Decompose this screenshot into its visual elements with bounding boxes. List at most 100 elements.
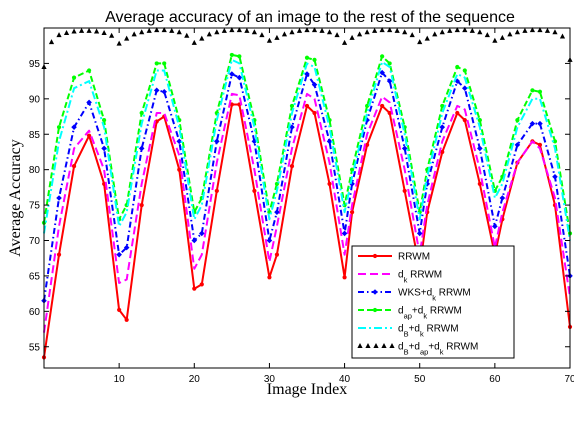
data-point: [199, 282, 204, 287]
data-point: [184, 32, 190, 38]
data-point: [304, 103, 310, 109]
data-point: [289, 29, 295, 35]
data-point: [326, 138, 333, 145]
data-point: [169, 27, 175, 33]
data-point: [102, 117, 107, 123]
data-point: [199, 230, 205, 237]
data-point: [537, 89, 543, 94]
plot-frame: [43, 27, 571, 369]
data-point: [304, 27, 310, 33]
data-point: [251, 138, 258, 145]
data-point: [372, 253, 378, 259]
data-point: [109, 32, 115, 38]
data-point: [251, 29, 257, 35]
data-point: [117, 307, 122, 313]
data-point: [206, 31, 212, 37]
data-point: [161, 88, 168, 95]
data-point: [349, 167, 355, 172]
series-line: [43, 58, 571, 241]
legend-label: dk RRWM: [398, 270, 442, 285]
series-5: [43, 58, 571, 241]
data-point: [389, 343, 395, 348]
data-point: [379, 27, 385, 33]
data-point: [138, 145, 145, 152]
data-point: [236, 74, 243, 81]
data-point: [416, 230, 423, 237]
data-point: [529, 27, 536, 33]
data-point: [357, 343, 363, 348]
y-tick-label: 90: [29, 94, 41, 105]
data-point: [71, 75, 77, 80]
data-point: [386, 78, 393, 84]
data-point: [440, 149, 445, 155]
data-point: [153, 87, 160, 94]
data-point: [455, 64, 460, 70]
data-point: [387, 27, 393, 33]
data-point: [274, 252, 280, 257]
data-point: [537, 120, 543, 127]
data-point: [455, 110, 460, 116]
data-point: [484, 32, 490, 38]
data-point: [364, 29, 370, 35]
data-point: [71, 164, 77, 169]
data-point: [409, 32, 415, 38]
data-point: [267, 275, 272, 280]
legend-item: RRWM: [358, 252, 430, 263]
data-point: [124, 317, 129, 322]
data-point: [327, 181, 332, 186]
data-point: [199, 35, 205, 41]
data-point: [469, 27, 475, 33]
data-point: [289, 164, 295, 169]
data-point: [544, 27, 551, 33]
data-point: [296, 27, 303, 33]
data-point: [311, 27, 318, 33]
data-point: [237, 54, 242, 59]
data-point: [402, 188, 407, 194]
data-point: [214, 188, 219, 194]
data-point: [522, 27, 528, 33]
legend-item: dk RRWM: [358, 270, 442, 285]
data-point: [131, 31, 137, 37]
data-point: [326, 29, 333, 35]
data-point: [462, 68, 467, 73]
data-point: [176, 29, 182, 35]
legend-label: dB+dap+dk RRWM: [398, 342, 478, 357]
y-axis-label: Average Accuracy: [7, 139, 24, 256]
data-point: [372, 307, 378, 313]
data-point: [116, 251, 122, 258]
data-point: [229, 52, 234, 58]
data-point: [529, 120, 536, 127]
data-point: [191, 237, 198, 244]
data-point: [274, 209, 280, 215]
data-point: [274, 34, 280, 40]
y-tick-label: 70: [29, 236, 41, 247]
axis-ticks: 10 20 30 40 50 60 70 55 60 65 70 75 80 85 90 95: [29, 28, 574, 385]
data-point: [439, 124, 446, 130]
x-tick-label: 70: [564, 374, 574, 385]
data-point: [394, 27, 400, 33]
x-tick-label: 50: [414, 374, 426, 385]
data-point: [365, 103, 370, 109]
data-point: [357, 31, 363, 37]
data-point: [537, 142, 543, 147]
data-point: [341, 39, 348, 45]
series-line: [43, 103, 571, 358]
x-tick-label: 30: [264, 374, 276, 385]
data-point: [236, 27, 242, 33]
data-point: [424, 181, 431, 187]
data-point: [139, 110, 144, 116]
data-point: [116, 40, 122, 46]
data-point: [56, 32, 62, 38]
data-point: [123, 244, 130, 251]
data-point: [101, 29, 107, 35]
data-point: [63, 29, 70, 35]
data-point: [439, 29, 445, 35]
data-point: [71, 124, 77, 130]
series-3: [41, 69, 573, 304]
x-tick-label: 20: [189, 374, 201, 385]
data-point: [424, 35, 430, 41]
legend-item: dap+dk RRWM: [358, 306, 462, 320]
data-point: [387, 110, 392, 116]
legend-item: dB+dk RRWM: [358, 324, 459, 338]
